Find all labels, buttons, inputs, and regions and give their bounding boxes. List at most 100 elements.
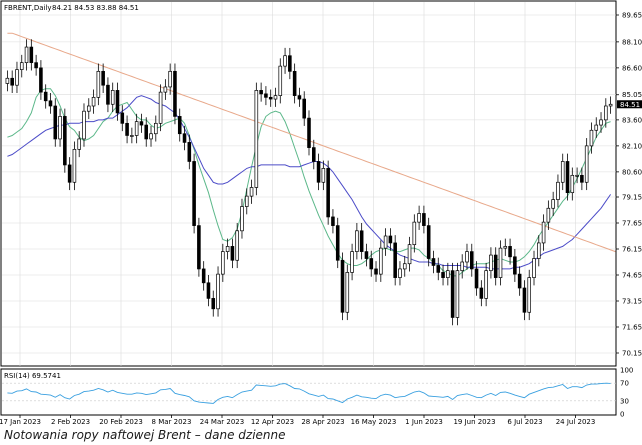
candle: [379, 240, 383, 282]
candle-body-up: [551, 199, 555, 209]
candle: [422, 205, 426, 234]
candle: [225, 238, 230, 260]
candle-body-up: [608, 103, 613, 107]
candle: [106, 77, 110, 113]
candle: [211, 290, 216, 317]
main-plot-frame: [0, 0, 617, 367]
candle-body-up: [383, 235, 388, 249]
candle: [565, 153, 570, 201]
candle-body-down: [508, 246, 512, 258]
candle-body-up: [15, 69, 19, 86]
price-marker: 84.51: [617, 100, 642, 109]
candle: [101, 63, 105, 93]
candle-body-down: [292, 70, 297, 96]
candle-body-down: [450, 270, 455, 318]
candle-body-down: [393, 242, 397, 278]
candle-body-down: [522, 287, 527, 313]
ohlc-values: 84.21 84.53 83.88 84.51: [52, 4, 139, 12]
candle-body-down: [441, 272, 445, 278]
candle-body-up: [532, 258, 536, 278]
y-tick-label: 89.65: [622, 12, 642, 20]
candle-body-up: [489, 254, 493, 272]
candle-body-up: [575, 174, 579, 177]
candle-body-down: [34, 62, 38, 69]
candle-body-up: [498, 247, 503, 278]
symbol-label: FBRENT,Daily: [4, 4, 52, 12]
candle: [556, 174, 560, 208]
candle-body-up: [249, 187, 254, 197]
candle-body-down: [259, 90, 263, 95]
candle-body-down: [264, 93, 268, 98]
candle-body-down: [312, 147, 316, 162]
candle-body-down: [182, 133, 187, 143]
chart-caption: Notowania ropy naftowej Brent – dane dzi…: [4, 428, 286, 442]
candle-body-up: [96, 70, 101, 98]
candle: [345, 264, 350, 321]
candle-body-down: [431, 258, 436, 266]
candle: [321, 160, 326, 191]
candle-body-down: [513, 256, 517, 275]
y-tick-label: 70.15: [622, 350, 642, 358]
candle: [24, 39, 29, 71]
candle-body-up: [130, 135, 134, 137]
candle-body-down: [326, 168, 330, 218]
candle-body-up: [216, 273, 220, 310]
candle-body-down: [369, 258, 374, 270]
x-tick-label: 24 Mar 2023: [200, 418, 244, 426]
candle: [580, 167, 584, 191]
candle: [527, 269, 532, 321]
candle: [335, 217, 340, 269]
candle-body-up: [154, 122, 158, 135]
candle: [19, 54, 24, 78]
candle: [120, 105, 125, 132]
candle-body-up: [455, 270, 460, 318]
candle: [43, 84, 48, 109]
candle-body-up: [465, 251, 469, 263]
candle-body-up: [503, 246, 508, 249]
candle: [302, 91, 306, 126]
x-tick-label: 8 Mar 2023: [152, 418, 192, 426]
candle: [307, 110, 311, 156]
candle-body-down: [297, 95, 302, 100]
x-tick-label: 16 May 2023: [351, 418, 397, 426]
candle: [604, 98, 608, 128]
candle-body-up: [570, 174, 575, 194]
candle-body-up: [412, 221, 417, 246]
candle-body-down: [307, 117, 311, 148]
candle-body-down: [340, 259, 345, 313]
candle-body-up: [584, 145, 589, 183]
candle-body-down: [43, 91, 48, 102]
rsi-tick-label: 70: [620, 380, 629, 388]
candle: [316, 153, 321, 191]
candle: [364, 243, 369, 267]
x-tick-label: 2 Feb 2023: [51, 418, 90, 426]
candle-body-down: [39, 67, 43, 93]
candle-body-down: [302, 98, 306, 119]
candle: [288, 47, 292, 80]
candle: [130, 127, 134, 144]
candle-body-up: [221, 251, 225, 275]
candle-body-up: [168, 70, 172, 88]
candle-body-down: [268, 96, 273, 100]
candle-body-down: [426, 225, 431, 259]
candle: [182, 125, 187, 151]
candle: [244, 188, 249, 215]
candle: [264, 86, 268, 106]
candle-body-down: [288, 55, 292, 72]
candle-body-up: [72, 148, 77, 183]
candle-body-down: [517, 273, 522, 289]
candle-body-down: [374, 268, 378, 275]
candle: [72, 141, 77, 191]
x-tick-label: 28 Apr 2023: [301, 418, 344, 426]
x-tick-label: 20 Feb 2023: [99, 418, 143, 426]
candle: [412, 214, 417, 253]
candle: [383, 228, 388, 256]
candle-body-down: [192, 161, 196, 226]
candle-body-up: [77, 138, 81, 150]
candle-body-down: [48, 100, 53, 107]
candle: [168, 63, 172, 95]
candle: [115, 82, 120, 121]
candle-body-down: [29, 46, 34, 64]
candle-body-down: [115, 90, 120, 114]
candle-body-down: [144, 124, 149, 140]
